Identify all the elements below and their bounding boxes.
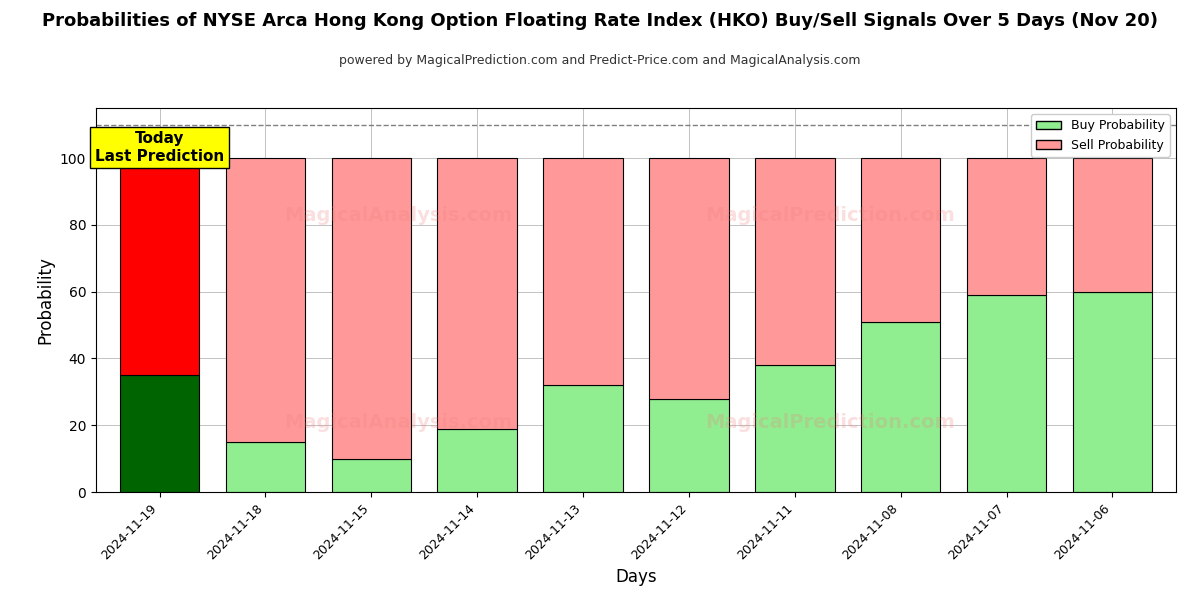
Bar (331, 458, 412, 492)
Bar (438, 428, 517, 492)
Bar (967, 158, 1046, 295)
Bar (120, 375, 199, 492)
Bar (544, 158, 623, 385)
Bar (226, 442, 305, 492)
X-axis label: Days: Days (616, 568, 656, 586)
Bar (862, 322, 941, 492)
Text: MagicalAnalysis.com: MagicalAnalysis.com (284, 413, 512, 433)
Text: MagicalAnalysis.com: MagicalAnalysis.com (284, 206, 512, 225)
Bar (544, 385, 623, 492)
Bar (1073, 158, 1152, 292)
Y-axis label: Probability: Probability (36, 256, 54, 344)
Bar (226, 158, 305, 442)
Bar (1073, 292, 1152, 492)
Bar (755, 158, 834, 365)
Text: MagicalPrediction.com: MagicalPrediction.com (706, 413, 955, 433)
Bar (120, 158, 199, 375)
Text: Probabilities of NYSE Arca Hong Kong Option Floating Rate Index (HKO) Buy/Sell S: Probabilities of NYSE Arca Hong Kong Opt… (42, 12, 1158, 30)
Bar (862, 158, 941, 322)
Text: powered by MagicalPrediction.com and Predict-Price.com and MagicalAnalysis.com: powered by MagicalPrediction.com and Pre… (340, 54, 860, 67)
Bar (331, 158, 412, 458)
Text: MagicalPrediction.com: MagicalPrediction.com (706, 206, 955, 225)
Bar (649, 158, 728, 398)
Bar (649, 398, 728, 492)
Bar (438, 158, 517, 428)
Text: Today
Last Prediction: Today Last Prediction (95, 131, 224, 164)
Bar (755, 365, 834, 492)
Legend: Buy Probability, Sell Probability: Buy Probability, Sell Probability (1031, 114, 1170, 157)
Bar (967, 295, 1046, 492)
